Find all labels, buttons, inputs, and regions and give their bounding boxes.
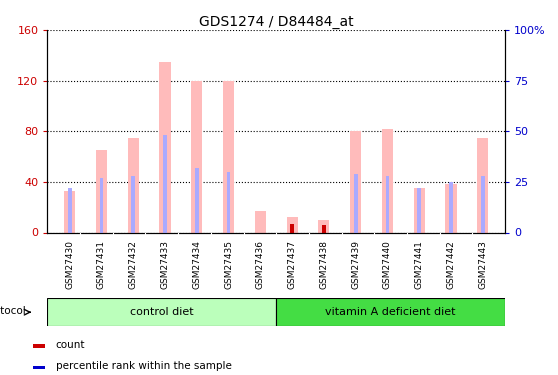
Bar [163,135,167,232]
Bar [354,174,358,232]
Bar [287,217,297,232]
Text: percentile rank within the sample: percentile rank within the sample [56,362,232,371]
Bar [33,344,46,348]
Bar [195,168,199,232]
Bar [64,191,75,232]
FancyBboxPatch shape [276,298,505,326]
Text: count: count [56,340,85,350]
Bar [128,138,139,232]
Bar [382,129,393,232]
Bar [413,188,425,232]
Bar [449,182,453,232]
Bar [68,188,71,232]
Bar [417,188,421,232]
Bar [255,211,266,232]
Bar [290,224,294,232]
Text: protocol: protocol [0,306,26,316]
Bar [131,176,135,232]
Title: GDS1274 / D84484_at: GDS1274 / D84484_at [199,15,354,29]
Bar [99,178,103,232]
Bar [33,366,46,369]
Bar [227,172,230,232]
Bar [96,150,107,232]
Bar [477,138,488,232]
Bar [481,176,485,232]
Text: vitamin A deficient diet: vitamin A deficient diet [325,307,456,317]
Bar [191,81,203,232]
Bar [350,131,361,232]
Bar [322,225,326,232]
FancyBboxPatch shape [47,298,276,326]
Bar [445,184,456,232]
Text: control diet: control diet [130,307,194,317]
Bar [223,81,234,232]
Bar [160,62,171,232]
Bar [386,176,389,232]
Bar [318,220,329,232]
